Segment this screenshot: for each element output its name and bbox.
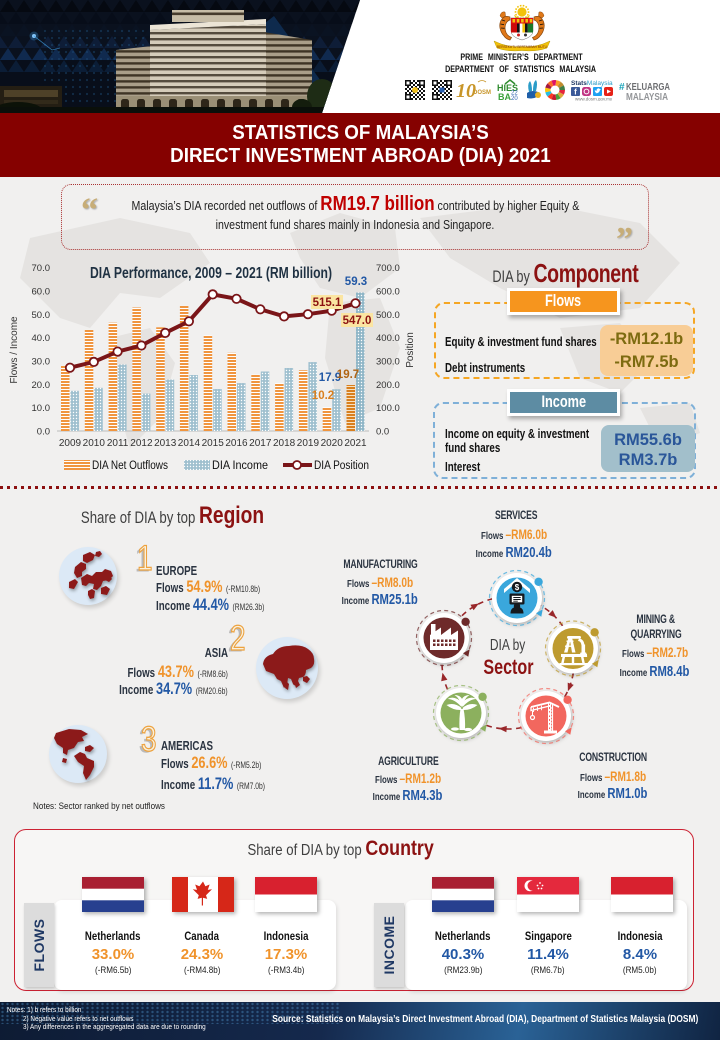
- svg-text:600.0: 600.0: [376, 286, 400, 297]
- svg-text:100.0: 100.0: [376, 403, 400, 414]
- svg-text:2018: 2018: [273, 438, 296, 449]
- svg-text:10: 10: [456, 80, 476, 101]
- svg-text:2012: 2012: [130, 438, 153, 449]
- svg-text:Flows / Income: Flows / Income: [9, 316, 20, 384]
- svg-text:40.0: 40.0: [32, 333, 51, 344]
- svg-text:70.0: 70.0: [32, 263, 51, 274]
- svg-text:700.0: 700.0: [376, 263, 400, 274]
- svg-text:20: 20: [511, 96, 518, 101]
- svg-text:DIA Performance, 2009 – 2021 (: DIA Performance, 2009 – 2021 (RM billion…: [90, 265, 332, 282]
- svg-text:Position: Position: [405, 332, 416, 368]
- svg-text:2020: 2020: [321, 438, 344, 449]
- svg-text:f: f: [574, 88, 577, 97]
- svg-text:2016: 2016: [225, 438, 248, 449]
- svg-text:2015: 2015: [202, 438, 225, 449]
- svg-text:MALAYSIA: MALAYSIA: [626, 91, 668, 101]
- svg-text:$: $: [515, 583, 520, 592]
- svg-text:0.0: 0.0: [37, 427, 50, 438]
- svg-text:59.3: 59.3: [345, 276, 367, 288]
- svg-text:2017: 2017: [249, 438, 272, 449]
- svg-text:DIA Position: DIA Position: [314, 460, 369, 472]
- svg-text:KELUARGA: KELUARGA: [626, 81, 670, 93]
- svg-text:BERSEKUTU BERTAMBAH MUTU: BERSEKUTU BERTAMBAH MUTU: [497, 45, 548, 49]
- svg-text:DIA Net Outflows: DIA Net Outflows: [92, 460, 168, 472]
- svg-text:StatsMalaysia: StatsMalaysia: [571, 80, 613, 87]
- svg-text:300.0: 300.0: [376, 357, 400, 368]
- svg-text:10.2: 10.2: [312, 390, 334, 402]
- svg-text:500.0: 500.0: [376, 310, 400, 321]
- svg-text:19.7: 19.7: [337, 369, 359, 381]
- svg-text:17.9: 17.9: [319, 372, 341, 384]
- svg-text:20.0: 20.0: [32, 380, 51, 391]
- svg-text:#: #: [619, 82, 625, 93]
- svg-text:22: 22: [511, 91, 518, 97]
- svg-text:0.0: 0.0: [376, 427, 389, 438]
- svg-text:2021: 2021: [344, 438, 367, 449]
- svg-text:50.0: 50.0: [32, 310, 51, 321]
- svg-text:10.0: 10.0: [32, 403, 51, 414]
- svg-text:2009: 2009: [59, 438, 82, 449]
- svg-text:www.dosm.gov.my: www.dosm.gov.my: [575, 97, 613, 102]
- svg-text:2013: 2013: [154, 438, 177, 449]
- svg-text:2014: 2014: [178, 438, 201, 449]
- svg-text:BA: BA: [498, 92, 511, 101]
- svg-text:400.0: 400.0: [376, 333, 400, 344]
- svg-text:2019: 2019: [297, 438, 320, 449]
- svg-text:515.1: 515.1: [313, 297, 342, 309]
- svg-text:200.0: 200.0: [376, 380, 400, 391]
- svg-text:30.0: 30.0: [32, 357, 51, 368]
- svg-text:DOSM: DOSM: [473, 90, 491, 96]
- svg-text:DIA Income: DIA Income: [212, 460, 268, 472]
- svg-text:60.0: 60.0: [32, 286, 51, 297]
- svg-text:547.0: 547.0: [343, 315, 372, 327]
- svg-text:2011: 2011: [107, 438, 129, 449]
- svg-text:2010: 2010: [83, 438, 106, 449]
- svg-text:HIES: HIES: [497, 83, 518, 93]
